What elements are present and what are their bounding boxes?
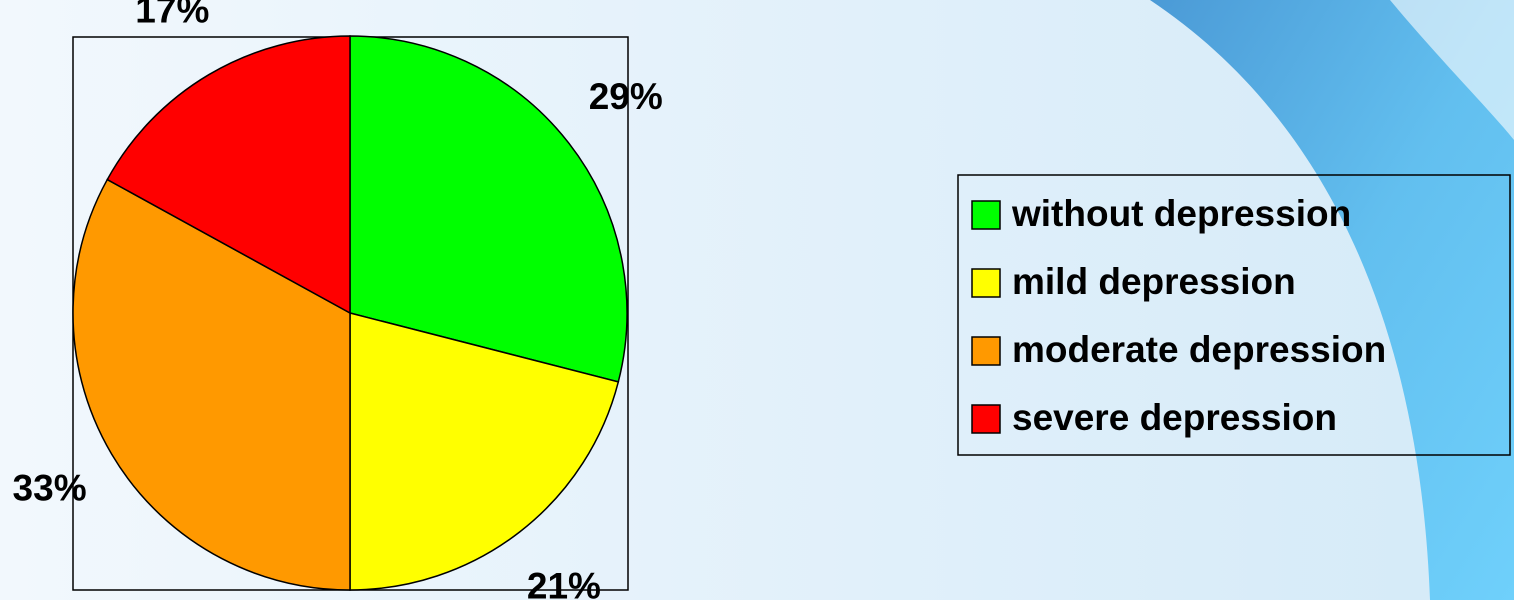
legend-swatch xyxy=(971,336,1001,366)
legend-label: without depression xyxy=(1011,193,1351,234)
legend-swatch xyxy=(971,268,1001,298)
legend-swatch xyxy=(971,200,1001,230)
data-label: 21% xyxy=(527,566,601,600)
data-label: 17% xyxy=(135,0,209,30)
legend-box xyxy=(957,174,1511,456)
decor-highlight xyxy=(1390,0,1514,140)
legend-label: moderate depression xyxy=(1012,329,1386,370)
pie-slice xyxy=(106,35,351,315)
legend-label: severe depression xyxy=(1012,397,1337,438)
pie-slice xyxy=(72,178,351,591)
legend-swatch xyxy=(971,404,1001,434)
pie-slice xyxy=(349,35,628,383)
data-label: 33% xyxy=(13,467,87,508)
pie-slice xyxy=(349,312,620,591)
data-label: 29% xyxy=(589,76,663,117)
decor-swoosh xyxy=(1150,0,1514,600)
legend-label: mild depression xyxy=(1012,261,1296,302)
